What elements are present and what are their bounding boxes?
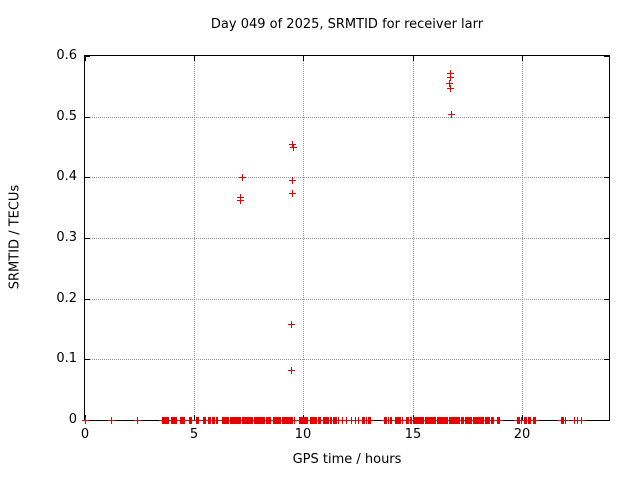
data-point-marker (355, 417, 362, 424)
gridline-horizontal (85, 238, 609, 239)
gridline-horizontal (85, 117, 609, 118)
y-axis-tick (85, 56, 90, 57)
data-point-marker (214, 417, 221, 424)
data-point-marker (288, 321, 295, 328)
plot-area: 0 5 10 15 20 0 0.1 0.2 0.3 0.4 0.5 0.6 (56, 48, 610, 442)
data-point-marker (348, 417, 355, 424)
data-point-marker (447, 85, 454, 92)
data-point-marker (134, 417, 141, 424)
x-axis-label: GPS time / hours (292, 452, 402, 467)
data-point-marker (448, 111, 455, 118)
data-point-marker (181, 417, 188, 424)
data-point-marker (490, 417, 497, 424)
data-point-marker (388, 417, 395, 424)
data-point-marker (291, 417, 298, 424)
gridline-horizontal (85, 359, 609, 360)
x-tick-label: 15 (404, 427, 422, 442)
y-axis-tick (85, 177, 90, 178)
x-axis-tick-mirror (522, 56, 523, 61)
data-point-marker (367, 417, 374, 424)
y-axis-tick-mirror (604, 56, 609, 57)
x-tick-label: 5 (189, 427, 199, 442)
data-point-marker (239, 174, 246, 181)
x-axis-tick-mirror (413, 56, 414, 61)
y-axis-tick-mirror (604, 117, 609, 118)
data-point-marker (574, 417, 581, 424)
data-point-marker (560, 417, 567, 424)
data-point-marker (82, 417, 89, 424)
data-point-marker (496, 417, 503, 424)
y-axis-tick-mirror (604, 177, 609, 178)
y-tick-label: 0.6 (56, 48, 77, 63)
x-tick-label: 20 (513, 427, 531, 442)
y-axis-tick-mirror (604, 238, 609, 239)
gridline-horizontal (85, 177, 609, 178)
data-point-marker (447, 70, 454, 77)
data-point-marker (532, 417, 539, 424)
data-point-marker (343, 417, 350, 424)
x-axis-tick-mirror (303, 56, 304, 61)
data-point-marker (289, 177, 296, 184)
x-axis-tick (194, 415, 195, 420)
data-point-marker (289, 190, 296, 197)
y-axis-tick (85, 299, 90, 300)
data-point-marker (188, 417, 195, 424)
data-point-marker (339, 417, 346, 424)
x-axis-tick-mirror (194, 56, 195, 61)
y-tick-label: 0.2 (56, 291, 77, 306)
data-point-marker (288, 367, 295, 374)
y-tick-label: 0.3 (56, 230, 77, 245)
y-axis-tick (85, 117, 90, 118)
data-point-marker (108, 417, 115, 424)
x-tick-label: 0 (80, 427, 90, 442)
data-point-marker (333, 417, 340, 424)
data-point-marker (173, 417, 180, 424)
y-tick-label: 0.1 (56, 351, 77, 366)
data-point-marker (399, 417, 406, 424)
data-point-marker (290, 144, 297, 151)
x-axis-tick (522, 415, 523, 420)
y-axis-tick-mirror (604, 299, 609, 300)
data-point-marker (237, 197, 244, 204)
data-point-marker (289, 141, 296, 148)
gridline-horizontal (85, 299, 609, 300)
y-axis-tick (85, 238, 90, 239)
data-point-marker (446, 80, 453, 87)
y-axis-tick-mirror (604, 359, 609, 360)
y-axis-tick (85, 359, 90, 360)
y-tick-label: 0.4 (56, 169, 77, 184)
data-point-marker (447, 74, 454, 81)
y-tick-label: 0 (68, 412, 77, 427)
y-axis-tick-mirror (604, 420, 609, 421)
y-tick-label: 0.5 (56, 109, 77, 124)
x-axis-tick-mirror (85, 56, 86, 61)
data-point-marker (578, 417, 585, 424)
chart-title: Day 049 of 2025, SRMTID for receiver lar… (210, 17, 484, 32)
data-point-marker (195, 417, 202, 424)
x-tick-label: 10 (294, 427, 312, 442)
